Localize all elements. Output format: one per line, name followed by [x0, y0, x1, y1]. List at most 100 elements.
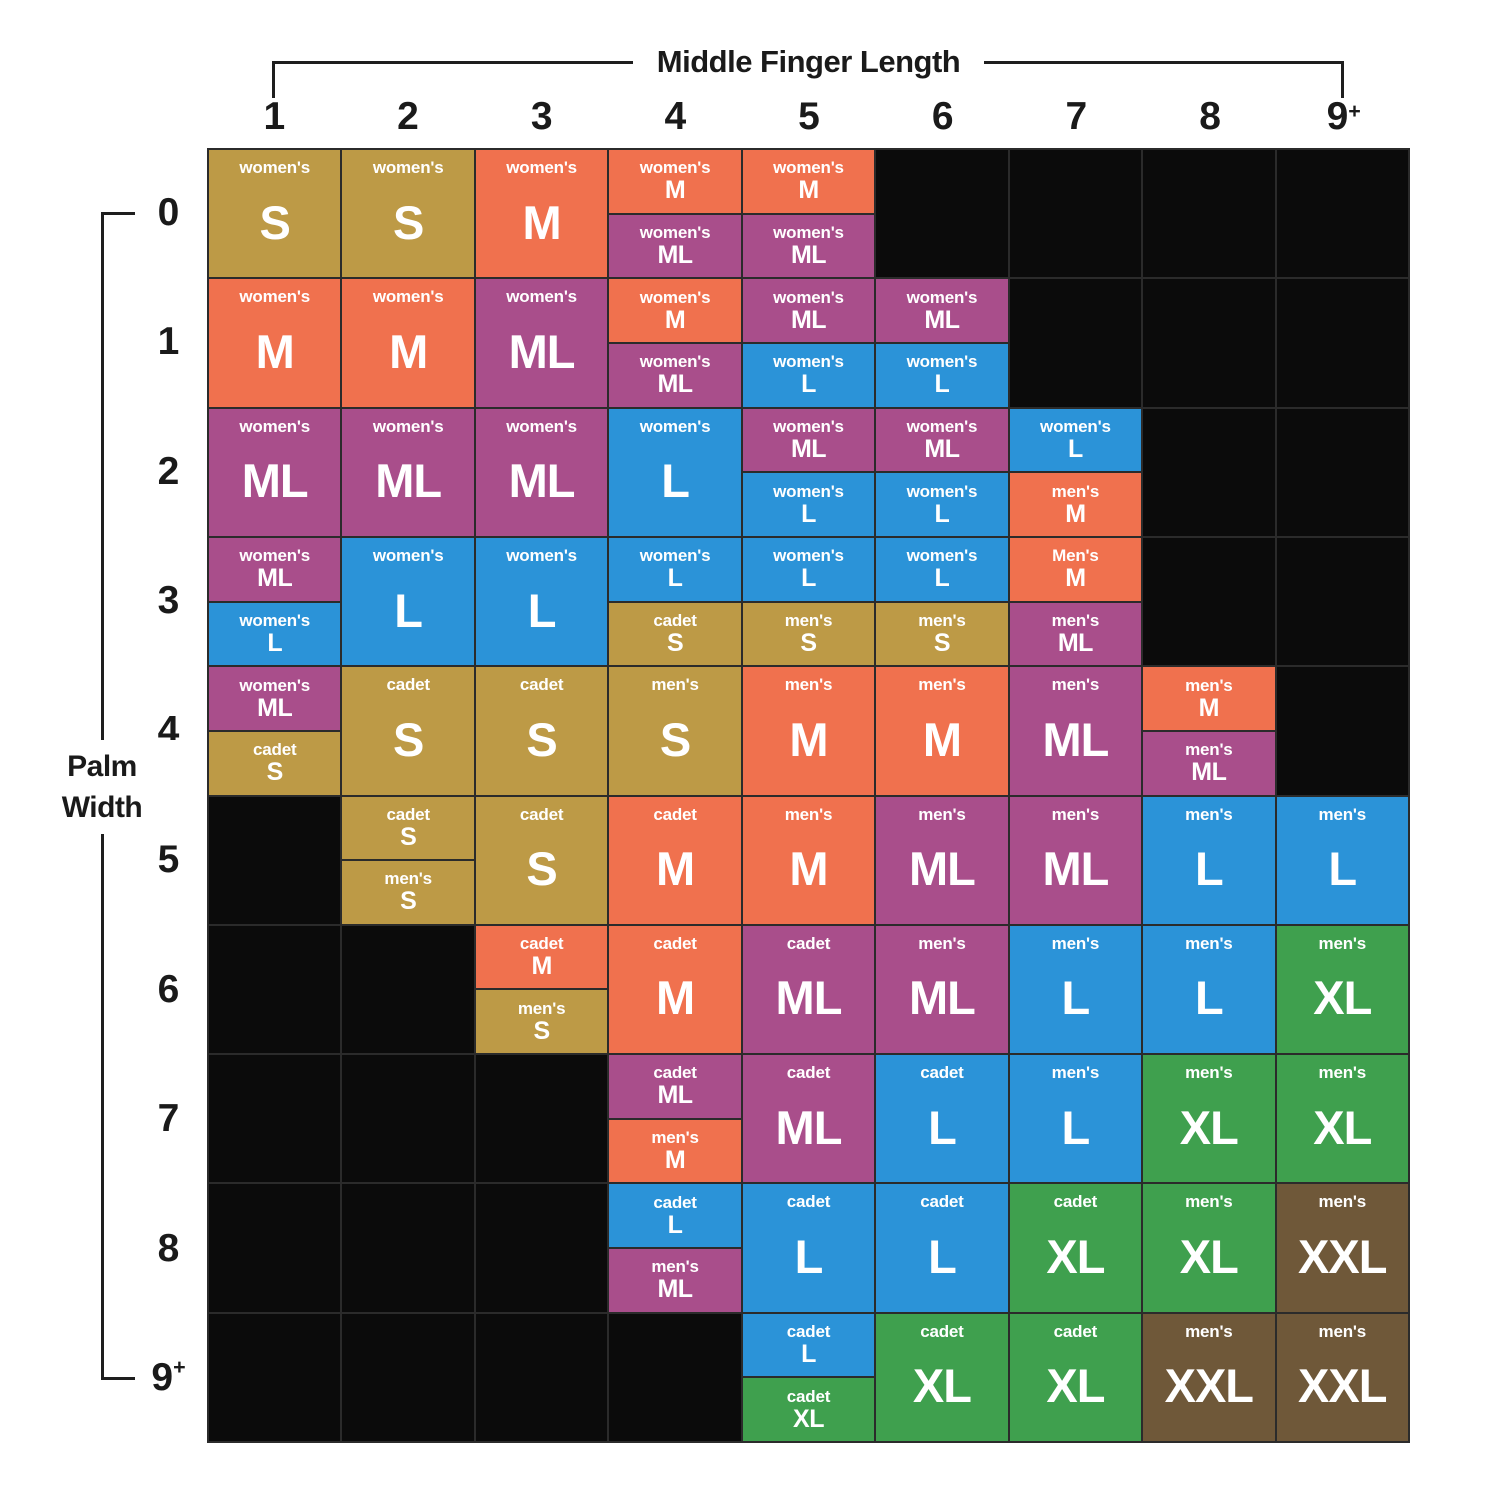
cell-segment: cadet ML: [609, 1055, 741, 1118]
cell-category-label: Men's: [1052, 546, 1099, 566]
cell-category-label: women's: [639, 546, 711, 566]
cell-size-label: ML: [657, 370, 693, 399]
cell-segment: men's ML: [1009, 600, 1142, 666]
grid-cell-split: cadet ML men's M: [609, 1055, 741, 1183]
cell-size-label: L: [667, 564, 683, 593]
grid-cell: cadet L: [742, 1184, 875, 1312]
grid-cell: men's XXL: [1276, 1313, 1408, 1441]
cell-category-label: cadet: [653, 610, 697, 630]
cell-size-label: M: [789, 842, 828, 896]
grid-cell: men's XXL: [1276, 1184, 1408, 1312]
grid-cell: cadet XL: [1009, 1313, 1142, 1441]
cell-category-label: women's: [773, 158, 844, 178]
cell-category-label: men's: [1051, 933, 1100, 953]
grid-cell: men's XL: [1276, 1055, 1408, 1183]
cell-category-label: cadet: [786, 1386, 831, 1406]
cell-category-label: women's: [639, 416, 711, 436]
cell-size-label: L: [1328, 842, 1357, 896]
cell-size-label: ML: [657, 240, 693, 269]
grid-cell: men's ML: [876, 796, 1008, 924]
cell-category-label: men's: [517, 998, 566, 1018]
cell-size-label: S: [666, 628, 684, 657]
cell-segment: women's L: [609, 537, 741, 601]
grid-cell: men's ML: [1009, 667, 1142, 795]
cell-category-label: women's: [639, 158, 711, 178]
x-axis-tick-label: 4: [664, 95, 687, 138]
cell-segment: cadet S: [342, 796, 474, 860]
cell-category-label: women's: [773, 287, 844, 307]
grid-cell: men's L: [1009, 925, 1142, 1054]
cell-category-label: cadet: [786, 1192, 831, 1212]
cell-size-label: ML: [508, 454, 576, 508]
grid-cell-split: women's ML women's L: [742, 279, 875, 407]
cell-category-label: men's: [651, 675, 699, 695]
cell-segment: women's ML: [742, 212, 875, 278]
cell-category-label: cadet: [653, 1063, 697, 1083]
cell-category-label: men's: [1051, 804, 1100, 824]
cell-category-label: men's: [1185, 1321, 1233, 1341]
cell-segment: cadet XL: [742, 1376, 875, 1441]
grid-cell: cadet M: [609, 925, 741, 1054]
cell-category-label: cadet: [653, 1192, 697, 1212]
cell-category-label: cadet: [1053, 1192, 1098, 1212]
x-axis-tick-label: 1: [263, 95, 285, 138]
cell-category-label: women's: [773, 416, 844, 436]
cell-size-label: M: [389, 324, 428, 378]
cell-size-label: ML: [909, 842, 976, 896]
grid-cell: men's M: [876, 667, 1008, 795]
cell-category-label: women's: [639, 287, 711, 307]
grid-cell: cadet ML: [742, 925, 875, 1054]
cell-category-label: women's: [639, 222, 711, 242]
cell-category-label: men's: [1051, 481, 1100, 501]
x-axis-tick-label: 9+: [1326, 95, 1361, 138]
cell-size-label: L: [1194, 842, 1224, 896]
y-axis-tick-label: 5: [157, 838, 180, 882]
cell-segment: cadet L: [742, 1313, 875, 1377]
cell-category-label: men's: [1318, 1063, 1367, 1083]
cell-size-label: L: [1194, 971, 1224, 1025]
cell-category-label: cadet: [920, 1321, 964, 1341]
cell-size-label: ML: [241, 454, 309, 508]
cell-size-label: L: [1067, 434, 1083, 463]
grid-cell-split: women's ML women's L: [742, 408, 875, 536]
cell-category-label: cadet: [920, 1192, 964, 1212]
grid-cell: women's S: [342, 150, 474, 278]
cell-size-label: L: [794, 1230, 824, 1284]
cell-segment: women's M: [742, 150, 875, 213]
cell-segment: women's L: [209, 600, 341, 666]
cell-size-label: S: [400, 887, 417, 916]
cell-category-label: women's: [506, 287, 577, 307]
cell-segment: cadet L: [609, 1184, 741, 1248]
cell-category-label: women's: [239, 546, 311, 566]
grid-cell-empty: [342, 1055, 474, 1183]
cell-size-label: M: [1198, 693, 1220, 722]
cell-category-label: women's: [372, 545, 444, 565]
cell-category-label: women's: [239, 158, 311, 177]
cell-segment: men's S: [876, 600, 1008, 666]
grid-cell: women's L: [609, 408, 741, 536]
cell-category-label: men's: [1318, 1192, 1367, 1212]
grid-cell-empty: [475, 1055, 608, 1183]
chart-title: Middle Finger Length: [632, 44, 985, 80]
cell-category-label: cadet: [1053, 1321, 1098, 1341]
cell-category-label: men's: [1318, 933, 1367, 953]
grid-cell: men's ML: [1009, 796, 1142, 924]
grid-cell: women's M: [475, 150, 608, 278]
cell-category-label: men's: [1185, 675, 1233, 695]
y-axis-tick-label: 8: [157, 1226, 180, 1270]
cell-size-label: L: [801, 499, 816, 528]
cell-size-label: L: [667, 1210, 683, 1239]
cell-size-label: ML: [1057, 628, 1094, 657]
cell-segment: women's L: [876, 537, 1008, 601]
grid-cell: women's L: [475, 537, 608, 666]
cell-size-label: XXL: [1298, 1230, 1387, 1284]
grid-cell: cadet L: [876, 1184, 1008, 1312]
cell-category-label: cadet: [653, 933, 697, 953]
cell-category-label: men's: [1318, 1321, 1367, 1341]
grid-cell: women's ML: [475, 279, 608, 407]
cell-size-label: ML: [375, 454, 442, 508]
